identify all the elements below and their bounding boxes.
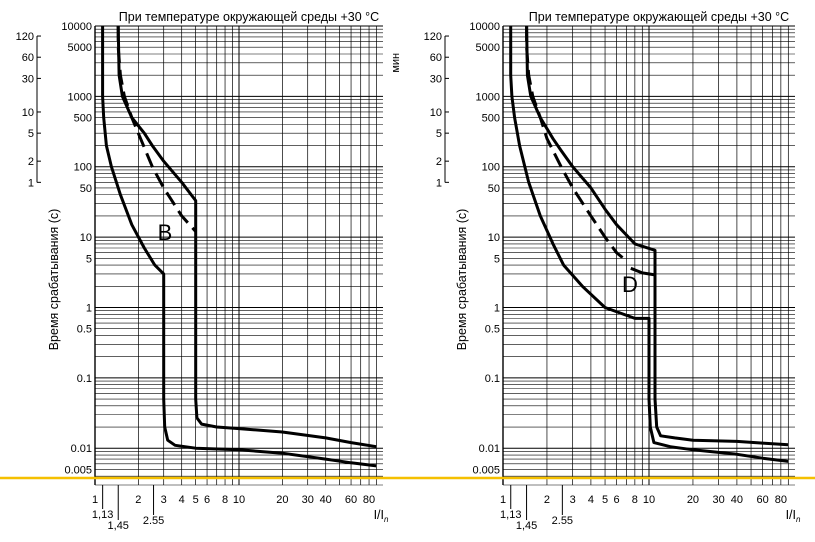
y-tick-label: 0.005	[472, 464, 500, 476]
minutes-tick-label: 120	[424, 31, 442, 43]
chart-d: При температуре окружающей среды +30 °C 1…	[390, 10, 801, 532]
y-tick-label: 0.005	[64, 464, 92, 476]
x-tick-label: 80	[775, 494, 787, 506]
minutes-tick-label: 10	[22, 107, 34, 119]
x-tick-label: 5	[193, 494, 199, 506]
x-tick-label: 3	[570, 494, 576, 506]
curve-lower	[509, 26, 789, 463]
x-tick-label: 1	[500, 494, 506, 506]
x-sub-tick-label: 1,13	[500, 509, 521, 521]
y-tick-label: 0.01	[479, 443, 500, 455]
y-tick-label: 0.01	[71, 443, 92, 455]
y-tick-label: 10000	[469, 21, 500, 33]
y-tick-label: 500	[74, 113, 92, 125]
minutes-tick-label: 5	[436, 128, 442, 140]
y-tick-label: 0.5	[77, 324, 92, 336]
curve-middle	[116, 26, 197, 233]
x-tick-label: 2	[135, 494, 141, 506]
y-axis-title: Время срабатывания (с)	[455, 209, 469, 351]
y-tick-label: 1000	[68, 91, 92, 103]
x-sub-tick-label: 1,13	[92, 509, 113, 521]
y-tick-label: 10	[488, 232, 500, 244]
x-axis-title: I/In	[786, 508, 801, 524]
x-tick-label: 80	[363, 494, 375, 506]
curve-label: B	[158, 220, 173, 245]
y-tick-label: 0.1	[485, 373, 500, 385]
x-tick-label: 3	[161, 494, 167, 506]
x-tick-label: 4	[179, 494, 185, 506]
x-tick-label: 4	[588, 494, 594, 506]
minutes-tick-label: 2	[436, 156, 442, 168]
x-tick-label: 30	[713, 494, 725, 506]
y-tick-label: 0.5	[485, 324, 500, 336]
x-tick-label: 40	[731, 494, 743, 506]
x-sub-tick-label: 2.55	[552, 515, 573, 527]
y-tick-label: 5	[86, 253, 92, 265]
y-tick-label: 10000	[61, 21, 92, 33]
curve-middle	[525, 26, 628, 262]
y-axis-title: Время срабатывания (с)	[47, 209, 61, 351]
minutes-tick-label: 10	[430, 107, 442, 119]
x-tick-label: 2	[544, 494, 550, 506]
y-tick-label: 50	[488, 183, 500, 195]
x-tick-label: 40	[320, 494, 332, 506]
curve-upper	[116, 25, 377, 449]
minutes-tick-label: 30	[22, 73, 34, 85]
minutes-tick-label: 1	[436, 177, 442, 189]
x-sub-tick-label: 1,45	[108, 520, 129, 532]
x-tick-label: 10	[233, 494, 245, 506]
y-tick-label: 5000	[68, 42, 92, 54]
curve-label: D	[622, 272, 638, 297]
x-tick-label: 5	[602, 494, 608, 506]
x-tick-label: 30	[302, 494, 314, 506]
curve-upper	[525, 25, 789, 447]
minutes-label: мин	[390, 53, 402, 73]
x-axis-title: I/In	[374, 508, 389, 524]
curve-lower	[101, 26, 377, 468]
y-tick-label: 5	[494, 253, 500, 265]
y-tick-label: 500	[482, 113, 500, 125]
y-tick-label: 1	[494, 302, 500, 314]
x-tick-label: 6	[614, 494, 620, 506]
minutes-tick-label: 120	[16, 31, 34, 43]
x-tick-label: 60	[345, 494, 357, 506]
curve-upper-tail	[630, 266, 656, 277]
minutes-tick-label: 1	[28, 177, 34, 189]
x-tick-label: 8	[632, 494, 638, 506]
grid	[94, 25, 383, 486]
minutes-tick-label: 60	[430, 52, 442, 64]
chart-b: При температуре окружающей среды +30 °C 1…	[16, 10, 389, 532]
x-tick-label: 60	[756, 494, 768, 506]
x-sub-tick-label: 2.55	[143, 515, 164, 527]
chart-title: При температуре окружающей среды +30 °C	[529, 10, 789, 24]
y-tick-label: 50	[80, 183, 92, 195]
y-tick-label: 0.1	[77, 373, 92, 385]
y-tick-label: 1000	[476, 91, 500, 103]
x-tick-label: 1	[92, 494, 98, 506]
x-tick-label: 20	[276, 494, 288, 506]
y-tick-label: 1	[86, 302, 92, 314]
minutes-tick-label: 60	[22, 52, 34, 64]
x-tick-label: 20	[687, 494, 699, 506]
x-tick-label: 10	[643, 494, 655, 506]
x-sub-tick-label: 1,45	[516, 520, 537, 532]
minutes-tick-label: 2	[28, 156, 34, 168]
chart-title: При температуре окружающей среды +30 °C	[119, 10, 379, 24]
y-tick-label: 10	[80, 232, 92, 244]
y-tick-label: 5000	[476, 42, 500, 54]
y-tick-label: 100	[74, 162, 92, 174]
y-tick-label: 100	[482, 162, 500, 174]
minutes-tick-label: 5	[28, 128, 34, 140]
x-tick-label: 6	[204, 494, 210, 506]
minutes-tick-label: 30	[430, 73, 442, 85]
x-tick-label: 8	[222, 494, 228, 506]
